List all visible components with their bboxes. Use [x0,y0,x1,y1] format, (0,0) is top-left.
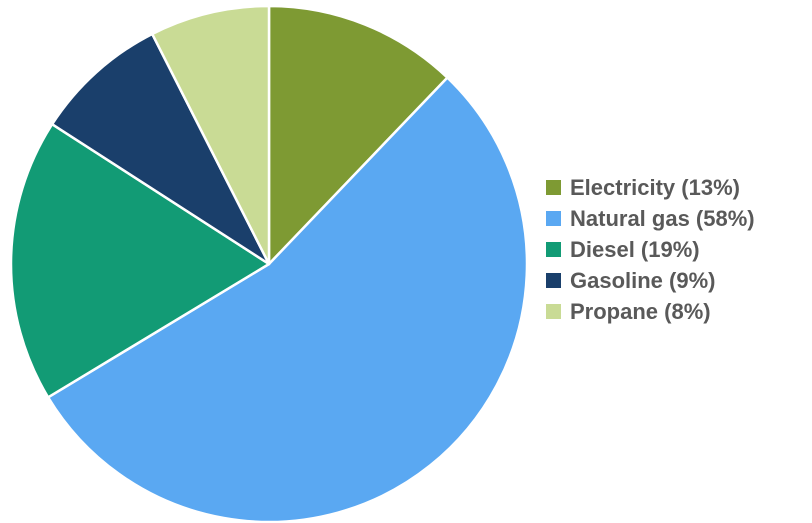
legend-label-electricity: Electricity (13%) [570,174,740,200]
legend-item-propane: Propane (8%) [546,296,755,327]
legend-item-electricity: Electricity (13%) [546,172,755,203]
legend-label-gasoline: Gasoline (9%) [570,267,716,293]
legend-swatch-natural-gas [546,211,561,226]
legend-item-gasoline: Gasoline (9%) [546,265,755,296]
legend-item-diesel: Diesel (19%) [546,234,755,265]
pie-slice-diesel [9,122,271,399]
pie-slice-natural-gas [46,76,529,523]
legend-label-propane: Propane (8%) [570,298,711,324]
legend-swatch-gasoline [546,273,561,288]
legend-label-diesel: Diesel (19%) [570,236,700,262]
pie-slice-gasoline [50,32,271,266]
chart-legend: Electricity (13%) Natural gas (58%) Dies… [546,172,755,327]
legend-item-natural-gas: Natural gas (58%) [546,203,755,234]
legend-swatch-propane [546,304,561,319]
legend-swatch-electricity [546,180,561,195]
pie-slice-electricity [267,4,449,266]
legend-label-natural-gas: Natural gas (58%) [570,205,755,231]
pie-slice-propane [150,4,271,266]
legend-swatch-diesel [546,242,561,257]
